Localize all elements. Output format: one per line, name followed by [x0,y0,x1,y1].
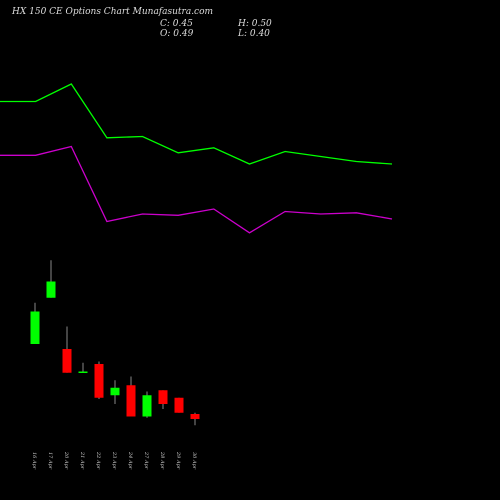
x-tick-label: 28 Apr [159,451,165,470]
candle-body [174,397,184,413]
line-series [0,145,393,234]
close-label: C: 0.45 [160,19,193,29]
x-tick-label: 27 Apr [143,451,149,470]
high-label: H: 0.50 [237,19,272,29]
candle-body [94,364,104,398]
candle-body [110,387,120,396]
candle-body [142,395,152,417]
candle-body [78,371,88,373]
x-tick-label: 20 Apr [63,451,69,470]
candle-body [158,390,168,404]
candle-body [62,349,72,373]
x-tick-label: 30 Apr [191,452,197,470]
candle-body [126,385,136,417]
x-tick-label: 24 Apr [127,451,133,470]
candle-body [46,281,56,298]
candle-body [30,311,40,344]
candle-body [190,414,200,419]
x-tick-label: 29 Apr [175,451,181,470]
open-label: O: 0.49 [160,29,194,39]
low-label: L: 0.40 [237,29,270,39]
x-tick-label: 17 Apr [47,452,53,470]
x-tick-label: 23 Apr [111,451,117,470]
line-series [0,83,393,165]
x-tick-label: 16 Apr [31,452,37,470]
x-tick-label: 21 Apr [79,451,85,470]
chart-title: HX 150 CE Options Chart Munafasutra.com [11,7,213,17]
x-tick-label: 22 Apr [95,451,101,470]
